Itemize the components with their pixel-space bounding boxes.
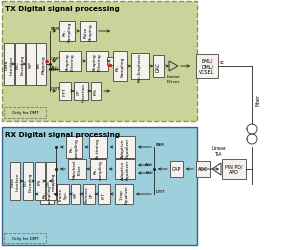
Text: P/S: P/S bbox=[94, 88, 98, 95]
Text: b: b bbox=[108, 63, 112, 68]
FancyBboxPatch shape bbox=[86, 52, 108, 72]
FancyBboxPatch shape bbox=[113, 52, 127, 82]
Text: FEC
Encoding: FEC Encoding bbox=[16, 55, 24, 75]
Text: DMT: DMT bbox=[156, 189, 166, 193]
FancyBboxPatch shape bbox=[91, 83, 101, 100]
Text: 1-tap
Equalizer: 1-tap Equalizer bbox=[120, 185, 128, 204]
FancyBboxPatch shape bbox=[83, 184, 95, 204]
Text: Pre-Emphasis: Pre-Emphasis bbox=[138, 52, 142, 81]
Text: De-
mapping: De- mapping bbox=[47, 172, 55, 190]
Text: RX Digital signal processing: RX Digital signal processing bbox=[5, 132, 120, 138]
FancyBboxPatch shape bbox=[80, 22, 96, 42]
Text: a: a bbox=[45, 59, 49, 64]
FancyBboxPatch shape bbox=[115, 136, 135, 158]
FancyBboxPatch shape bbox=[40, 184, 54, 204]
Text: S/P: S/P bbox=[74, 191, 77, 198]
Text: PIN PD/
APD: PIN PD/ APD bbox=[225, 164, 243, 175]
Text: Data
Interface: Data Interface bbox=[5, 55, 13, 74]
FancyBboxPatch shape bbox=[74, 83, 88, 100]
Text: ADC: ADC bbox=[198, 167, 208, 172]
FancyBboxPatch shape bbox=[23, 162, 33, 200]
FancyBboxPatch shape bbox=[153, 56, 164, 78]
Text: PAM: PAM bbox=[156, 142, 165, 146]
Text: Matched
Filter: Matched Filter bbox=[73, 160, 81, 179]
Text: CP
Insertion: CP Insertion bbox=[77, 82, 85, 101]
FancyBboxPatch shape bbox=[66, 136, 82, 158]
Text: Re-
sampling: Re- sampling bbox=[43, 185, 51, 204]
Text: P/S: P/S bbox=[38, 178, 42, 184]
FancyBboxPatch shape bbox=[98, 184, 110, 204]
Text: Linear
TIA: Linear TIA bbox=[212, 146, 226, 156]
FancyBboxPatch shape bbox=[59, 22, 75, 42]
Text: Re-
sampling: Re- sampling bbox=[70, 138, 78, 157]
Text: Re-
Sampling: Re- Sampling bbox=[116, 56, 124, 77]
Text: c: c bbox=[220, 60, 224, 65]
FancyBboxPatch shape bbox=[59, 52, 81, 72]
Text: FEC
Decoding: FEC Decoding bbox=[24, 172, 32, 191]
Text: CAP: CAP bbox=[172, 167, 181, 172]
Text: Shaping
Filtering: Shaping Filtering bbox=[66, 53, 74, 70]
Text: Data
Interface: Data Interface bbox=[11, 172, 19, 191]
FancyBboxPatch shape bbox=[59, 83, 71, 100]
Text: Re-
sampling: Re- sampling bbox=[94, 160, 102, 179]
Text: Adaptive
Equalizer: Adaptive Equalizer bbox=[121, 137, 129, 158]
Text: Adaptive
Equalizer: Adaptive Equalizer bbox=[121, 159, 129, 180]
FancyBboxPatch shape bbox=[57, 184, 69, 204]
FancyBboxPatch shape bbox=[115, 159, 135, 179]
Text: Frame
Syn.: Frame Syn. bbox=[59, 188, 67, 201]
FancyBboxPatch shape bbox=[46, 162, 56, 200]
FancyBboxPatch shape bbox=[90, 159, 106, 179]
Text: Fiber: Fiber bbox=[255, 94, 260, 106]
Text: Linear
Driver: Linear Driver bbox=[166, 75, 180, 83]
Text: A(t): A(t) bbox=[145, 162, 153, 166]
FancyBboxPatch shape bbox=[2, 2, 197, 122]
FancyBboxPatch shape bbox=[10, 162, 20, 200]
FancyBboxPatch shape bbox=[36, 44, 46, 86]
FancyBboxPatch shape bbox=[15, 44, 25, 86]
Text: Re-timing: Re-timing bbox=[96, 137, 100, 158]
Text: S/P: S/P bbox=[29, 61, 33, 68]
FancyBboxPatch shape bbox=[170, 161, 183, 177]
FancyBboxPatch shape bbox=[68, 159, 86, 179]
Text: Shaping
Filtering: Shaping Filtering bbox=[93, 53, 101, 70]
FancyBboxPatch shape bbox=[196, 161, 210, 177]
Text: Pulse
Shaping: Pulse Shaping bbox=[84, 23, 92, 41]
FancyBboxPatch shape bbox=[107, 58, 113, 66]
Text: TX Digital signal processing: TX Digital signal processing bbox=[5, 6, 120, 12]
FancyBboxPatch shape bbox=[35, 162, 45, 200]
FancyBboxPatch shape bbox=[2, 128, 197, 245]
Text: IFFT: IFFT bbox=[63, 87, 67, 96]
FancyBboxPatch shape bbox=[196, 55, 218, 79]
Text: B(t): B(t) bbox=[145, 170, 153, 174]
Text: PAM: PAM bbox=[51, 27, 60, 31]
Text: EML/
DML/
VCSEL: EML/ DML/ VCSEL bbox=[200, 58, 214, 75]
FancyBboxPatch shape bbox=[222, 159, 246, 179]
Text: DMT: DMT bbox=[51, 87, 61, 91]
Text: CAP: CAP bbox=[51, 57, 60, 61]
Text: Bit
Mapping: Bit Mapping bbox=[37, 56, 45, 74]
Text: FFT: FFT bbox=[102, 191, 106, 198]
Text: Remove
CP: Remove CP bbox=[85, 186, 93, 203]
Text: A(t): A(t) bbox=[51, 66, 59, 70]
Text: Only for DMT: Only for DMT bbox=[12, 111, 38, 115]
Text: DAC: DAC bbox=[156, 62, 161, 72]
FancyBboxPatch shape bbox=[26, 44, 36, 86]
FancyBboxPatch shape bbox=[71, 184, 80, 204]
Text: Only for DMT: Only for DMT bbox=[12, 236, 38, 240]
FancyBboxPatch shape bbox=[115, 184, 133, 204]
FancyBboxPatch shape bbox=[4, 44, 14, 86]
Text: Re-
Sampling: Re- Sampling bbox=[63, 22, 71, 42]
Text: Q(t): Q(t) bbox=[51, 68, 59, 72]
FancyBboxPatch shape bbox=[89, 136, 107, 158]
FancyBboxPatch shape bbox=[131, 54, 149, 80]
